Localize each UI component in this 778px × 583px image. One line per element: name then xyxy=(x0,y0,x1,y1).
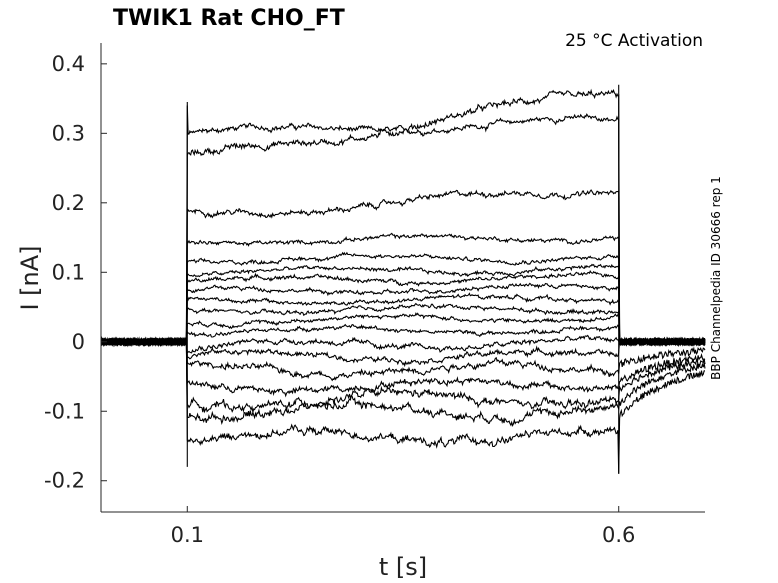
current-trace xyxy=(100,88,706,347)
traces-group xyxy=(100,84,706,474)
y-tick-label: -0.2 xyxy=(44,469,85,493)
current-trace xyxy=(100,105,706,347)
current-trace xyxy=(100,292,706,348)
current-trace xyxy=(100,334,706,354)
current-trace xyxy=(100,336,706,382)
y-ticks: -0.2 -0.1 0 0.1 0.2 0.3 0.4 xyxy=(44,52,107,493)
current-trace xyxy=(100,302,706,348)
current-trace xyxy=(100,282,706,348)
y-tick-label: -0.1 xyxy=(44,399,85,423)
current-trace xyxy=(100,251,706,348)
y-axis-label: I [nA] xyxy=(16,245,44,310)
y-tick-label: 0.3 xyxy=(52,121,85,145)
current-trace xyxy=(100,336,706,368)
condition-label: 25 °C Activation xyxy=(565,31,703,51)
y-tick-label: 0.2 xyxy=(52,191,85,215)
y-tick-label: 0.4 xyxy=(52,52,85,76)
current-trace xyxy=(100,336,706,474)
current-trace xyxy=(100,263,706,347)
current-trace xyxy=(100,232,706,347)
y-tick-label: 0 xyxy=(72,330,85,354)
current-trace xyxy=(100,336,706,398)
source-note: BBP Channelpedia ID 30666 rep 1 xyxy=(709,176,723,380)
current-trace xyxy=(100,336,706,428)
x-ticks: 0.1 0.6 xyxy=(171,506,635,547)
current-trace xyxy=(100,323,706,348)
x-tick-label: 0.1 xyxy=(171,523,204,547)
current-trace xyxy=(100,189,706,348)
current-trace xyxy=(100,336,706,414)
x-tick-label: 0.6 xyxy=(602,523,635,547)
y-tick-label: 0.1 xyxy=(52,260,85,284)
x-axis-label: t [s] xyxy=(379,553,427,581)
current-trace xyxy=(100,312,705,347)
chart-title: TWIK1 Rat CHO_FT xyxy=(113,6,345,31)
current-trace xyxy=(100,270,706,348)
